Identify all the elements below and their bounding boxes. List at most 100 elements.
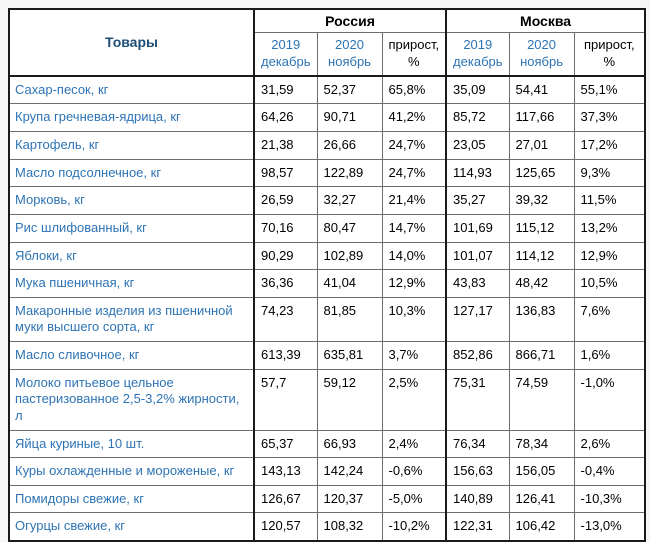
russia-growth-value-cell: -5,0%: [381, 484, 447, 514]
table-row: Куры охлажденные и мороженые, кг 143,13 …: [8, 457, 646, 486]
russia-growth-value-cell: 21,4%: [381, 186, 447, 215]
russia-2020-value-cell: 90,71: [316, 103, 383, 133]
moscow-growth-value-cell: -10,3%: [573, 484, 646, 514]
moscow-2020-value-cell: 866,71: [508, 341, 575, 370]
table-row: Мука пшеничная, кг 36,36 41,04 12,9% 43,…: [8, 269, 646, 298]
subheader-moscow-2019-december: 2019 декабрь: [445, 31, 510, 77]
russia-2020-value-cell: 142,24: [316, 457, 383, 486]
group-header-row: Товары Россия Москва: [8, 8, 646, 77]
russia-2020-value-cell: 102,89: [316, 241, 383, 271]
table-body: Сахар-песок, кг 31,59 52,37 65,8% 35,09 …: [8, 75, 646, 542]
moscow-2019-value-cell: 85,72: [445, 103, 510, 133]
subheader-russia-growth-percent: прирост, %: [381, 31, 447, 77]
russia-2020-value-cell: 26,66: [316, 131, 383, 160]
product-name-cell: Яблоки, кг: [8, 241, 255, 271]
moscow-growth-value-cell: -0,4%: [573, 457, 646, 486]
price-comparison-table: Товары Россия Москва 2019 декабрь 2020 н…: [8, 8, 647, 542]
moscow-2019-value-cell: 101,07: [445, 241, 510, 271]
russia-2020-value-cell: 41,04: [316, 269, 383, 298]
moscow-2020-value-cell: 48,42: [508, 269, 575, 298]
table-row: Сахар-песок, кг 31,59 52,37 65,8% 35,09 …: [8, 75, 646, 105]
table-row: Масло сливочное, кг 613,39 635,81 3,7% 8…: [8, 341, 646, 370]
page: Товары Россия Москва 2019 декабрь 2020 н…: [8, 8, 647, 542]
moscow-growth-value-cell: 13,2%: [573, 213, 646, 243]
russia-2019-value-cell: 36,36: [253, 269, 318, 298]
moscow-growth-value-cell: 55,1%: [573, 75, 646, 105]
moscow-2020-value-cell: 125,65: [508, 158, 575, 188]
product-name-cell: Масло сливочное, кг: [8, 341, 255, 370]
russia-2020-value-cell: 52,37: [316, 75, 383, 105]
moscow-2019-value-cell: 122,31: [445, 512, 510, 542]
moscow-growth-value-cell: -13,0%: [573, 512, 646, 542]
moscow-growth-value-cell: 12,9%: [573, 241, 646, 271]
russia-growth-value-cell: 3,7%: [381, 341, 447, 370]
russia-growth-value-cell: 14,0%: [381, 241, 447, 271]
russia-growth-value-cell: 24,7%: [381, 158, 447, 188]
russia-growth-value-cell: 24,7%: [381, 131, 447, 160]
table-row: Картофель, кг 21,38 26,66 24,7% 23,05 27…: [8, 131, 646, 160]
product-name-cell: Крупа гречневая-ядрица, кг: [8, 103, 255, 133]
moscow-2019-value-cell: 156,63: [445, 457, 510, 486]
russia-2019-value-cell: 143,13: [253, 457, 318, 486]
russia-2020-value-cell: 80,47: [316, 213, 383, 243]
subheader-moscow-2020-november: 2020 ноябрь: [508, 31, 575, 77]
russia-growth-value-cell: -0,6%: [381, 457, 447, 486]
moscow-growth-value-cell: 2,6%: [573, 429, 646, 459]
products-column-header: Товары: [8, 8, 255, 77]
russia-2020-value-cell: 635,81: [316, 341, 383, 370]
moscow-2020-value-cell: 126,41: [508, 484, 575, 514]
table-row: Морковь, кг 26,59 32,27 21,4% 35,27 39,3…: [8, 186, 646, 215]
product-name-cell: Морковь, кг: [8, 186, 255, 215]
russia-2020-value-cell: 122,89: [316, 158, 383, 188]
moscow-2020-value-cell: 39,32: [508, 186, 575, 215]
russia-growth-value-cell: 65,8%: [381, 75, 447, 105]
russia-2019-value-cell: 65,37: [253, 429, 318, 459]
moscow-2019-value-cell: 23,05: [445, 131, 510, 160]
moscow-growth-value-cell: 37,3%: [573, 103, 646, 133]
moscow-2019-value-cell: 35,09: [445, 75, 510, 105]
moscow-2020-value-cell: 27,01: [508, 131, 575, 160]
group-header-russia: Россия: [252, 8, 447, 33]
moscow-growth-value-cell: 1,6%: [573, 341, 646, 370]
moscow-2020-value-cell: 106,42: [508, 512, 575, 542]
group-header-moscow: Москва: [445, 8, 646, 33]
russia-growth-value-cell: 2,4%: [381, 429, 447, 459]
russia-2019-value-cell: 57,7: [253, 368, 318, 431]
russia-2020-value-cell: 59,12: [316, 368, 383, 431]
russia-growth-value-cell: -10,2%: [381, 512, 447, 542]
table-row: Яблоки, кг 90,29 102,89 14,0% 101,07 114…: [8, 241, 646, 271]
moscow-2020-value-cell: 115,12: [508, 213, 575, 243]
moscow-growth-value-cell: 9,3%: [573, 158, 646, 188]
russia-growth-value-cell: 41,2%: [381, 103, 447, 133]
moscow-growth-value-cell: -1,0%: [573, 368, 646, 431]
moscow-2019-value-cell: 140,89: [445, 484, 510, 514]
moscow-2020-value-cell: 114,12: [508, 241, 575, 271]
russia-2020-value-cell: 32,27: [316, 186, 383, 215]
table-row: Макаронные изделия из пшеничной муки выс…: [8, 296, 646, 343]
moscow-2019-value-cell: 75,31: [445, 368, 510, 431]
moscow-2020-value-cell: 117,66: [508, 103, 575, 133]
subheader-russia-2019-december: 2019 декабрь: [253, 31, 318, 77]
product-name-cell: Масло подсолнечное, кг: [8, 158, 255, 188]
moscow-2020-value-cell: 136,83: [508, 296, 575, 343]
moscow-2020-value-cell: 78,34: [508, 429, 575, 459]
product-name-cell: Огурцы свежие, кг: [8, 512, 255, 542]
table-row: Молоко питьевое цельное пастеризованное …: [8, 368, 646, 431]
moscow-2020-value-cell: 54,41: [508, 75, 575, 105]
russia-2019-value-cell: 21,38: [253, 131, 318, 160]
moscow-2020-value-cell: 156,05: [508, 457, 575, 486]
russia-2019-value-cell: 64,26: [253, 103, 318, 133]
product-name-cell: Макаронные изделия из пшеничной муки выс…: [8, 296, 255, 343]
table-row: Крупа гречневая-ядрица, кг 64,26 90,71 4…: [8, 103, 646, 133]
product-name-cell: Сахар-песок, кг: [8, 75, 255, 105]
russia-2019-value-cell: 126,67: [253, 484, 318, 514]
table-row: Яйца куриные, 10 шт. 65,37 66,93 2,4% 76…: [8, 429, 646, 459]
moscow-2019-value-cell: 35,27: [445, 186, 510, 215]
russia-2019-value-cell: 26,59: [253, 186, 318, 215]
russia-2019-value-cell: 90,29: [253, 241, 318, 271]
product-name-cell: Яйца куриные, 10 шт.: [8, 429, 255, 459]
russia-growth-value-cell: 2,5%: [381, 368, 447, 431]
moscow-growth-value-cell: 11,5%: [573, 186, 646, 215]
sub-header-row: 2019 декабрь 2020 ноябрь прирост, % 2019…: [9, 31, 646, 77]
russia-2020-value-cell: 108,32: [316, 512, 383, 542]
